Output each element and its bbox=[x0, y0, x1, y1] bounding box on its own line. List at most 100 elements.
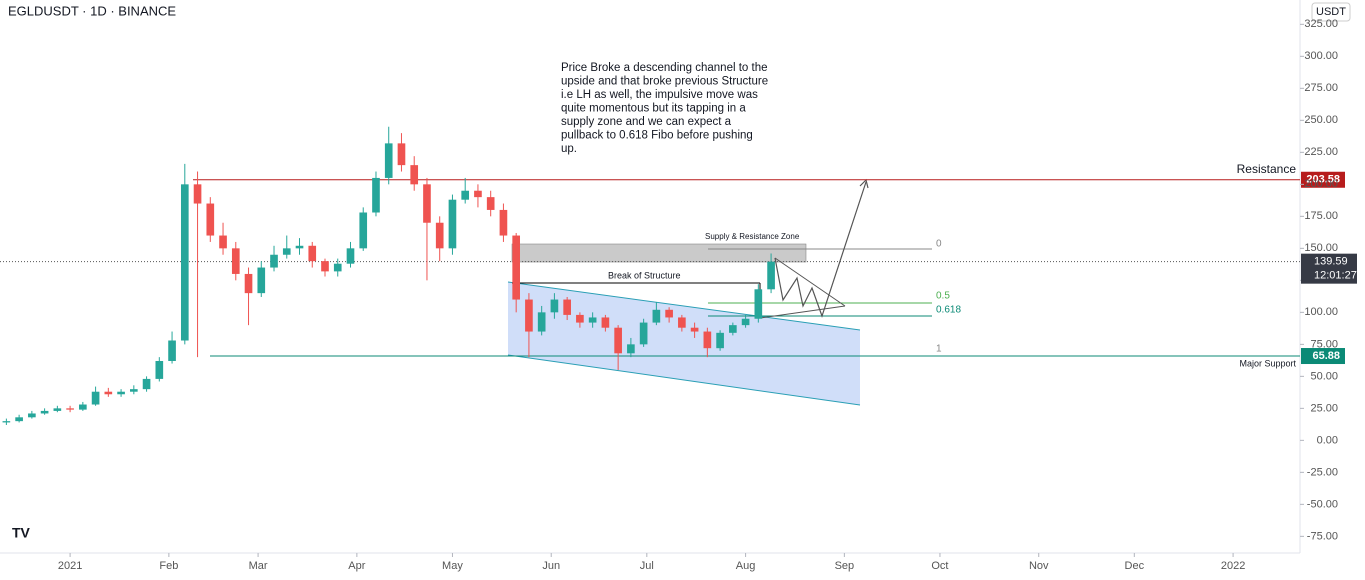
candle-body bbox=[716, 332, 724, 349]
x-tick-label: Aug bbox=[736, 560, 756, 572]
candle-body bbox=[244, 273, 253, 294]
annotation: quite momentous but its tapping in a bbox=[561, 103, 746, 115]
y-tick-label: 225.00 bbox=[1304, 146, 1338, 158]
candle-body bbox=[537, 312, 546, 332]
x-tick-label: May bbox=[442, 560, 463, 572]
projection bbox=[774, 181, 867, 318]
y-tick-label: 100.00 bbox=[1304, 306, 1338, 318]
candle-body bbox=[627, 344, 635, 354]
x-tick-label: Feb bbox=[159, 560, 178, 572]
candle-body bbox=[512, 235, 520, 300]
x-tick-label: Mar bbox=[249, 560, 268, 572]
candle-body bbox=[333, 263, 342, 272]
y-tick-label: 50.00 bbox=[1310, 370, 1338, 382]
candle-body bbox=[104, 391, 113, 395]
candle-body bbox=[754, 289, 763, 319]
candle-body bbox=[448, 199, 457, 249]
candle-body bbox=[423, 184, 431, 223]
candle-body bbox=[168, 340, 176, 361]
candle-body bbox=[767, 261, 775, 290]
candle-body bbox=[703, 331, 712, 349]
candle-body bbox=[130, 389, 138, 392]
currency: USDT bbox=[1316, 6, 1346, 18]
price-tag bbox=[1301, 171, 1345, 188]
candle-body bbox=[435, 222, 444, 249]
candle-body bbox=[665, 309, 673, 318]
candle-body bbox=[741, 318, 750, 326]
channel bbox=[508, 282, 860, 405]
y-tick-label: 25.00 bbox=[1310, 402, 1338, 414]
bos-label: Break of Structure bbox=[608, 270, 681, 280]
candle-body bbox=[652, 309, 661, 323]
y-tick-label: 150.00 bbox=[1304, 242, 1338, 254]
candle-body bbox=[461, 190, 470, 200]
candle-body bbox=[576, 314, 584, 323]
symbol-title: EGLDUSDT · 1D · BINANCE bbox=[8, 3, 176, 18]
candle-body bbox=[180, 184, 189, 341]
x-tick-label: Sep bbox=[835, 560, 855, 572]
price-tag bbox=[1301, 253, 1357, 284]
annotation: upside and that broke previous Structure bbox=[561, 76, 768, 88]
x-tick-label: Oct bbox=[931, 560, 948, 572]
fib-label: 0 bbox=[936, 239, 942, 250]
candle-body bbox=[91, 391, 100, 405]
annotation: supply zone and we can expect a bbox=[561, 116, 732, 128]
y-tick-label: 325.00 bbox=[1304, 18, 1338, 30]
fib-label: 0.5 bbox=[936, 291, 950, 302]
candle-body bbox=[117, 391, 125, 395]
candle-body bbox=[563, 299, 571, 315]
candle-body bbox=[2, 421, 11, 423]
plot: 203.58 Resistance 65.88 Major Support bbox=[0, 126, 1345, 425]
level-name: Major Support bbox=[1239, 358, 1296, 368]
candle-body bbox=[384, 143, 393, 178]
supply-zone bbox=[511, 243, 807, 263]
supply-label: Supply & Resistance Zone bbox=[705, 232, 800, 241]
level-name: Resistance bbox=[1237, 162, 1297, 176]
candle-body bbox=[28, 413, 36, 418]
candle-body bbox=[588, 317, 597, 323]
y-tick-label: -75.00 bbox=[1307, 530, 1338, 542]
candle-body bbox=[193, 184, 202, 204]
candle-body bbox=[614, 327, 622, 354]
annotation: i.e LH as well, the impulsive move was bbox=[561, 89, 758, 101]
candle-body bbox=[282, 248, 291, 255]
y-tick-label: 175.00 bbox=[1304, 210, 1338, 222]
candle-body bbox=[308, 245, 317, 262]
annotation: up. bbox=[561, 143, 577, 155]
x-tick-label: Nov bbox=[1029, 560, 1049, 572]
y-tick-label: -25.00 bbox=[1307, 466, 1338, 478]
y-tick-label: 300.00 bbox=[1304, 50, 1338, 62]
candle-body bbox=[639, 322, 648, 345]
y-tick-label: 250.00 bbox=[1304, 114, 1338, 126]
candle-body bbox=[219, 235, 227, 249]
candle-body bbox=[53, 408, 62, 411]
candle-body bbox=[474, 190, 482, 198]
x-tick-label: 2021 bbox=[58, 560, 82, 572]
candle-body bbox=[359, 212, 368, 249]
candle-body bbox=[79, 404, 87, 410]
candle-body bbox=[270, 254, 278, 268]
y-tick-label: 200.00 bbox=[1304, 178, 1338, 190]
price-tag-label: 65.88 bbox=[1312, 350, 1340, 362]
x-tick-label: Jun bbox=[542, 560, 560, 572]
candle-body bbox=[15, 417, 23, 422]
y-tick-label: -50.00 bbox=[1307, 498, 1338, 510]
y-tick-label: 75.00 bbox=[1310, 338, 1338, 350]
x-tick-label: 2022 bbox=[1221, 560, 1245, 572]
candle-body bbox=[231, 248, 240, 274]
candle-body bbox=[550, 299, 559, 313]
candle-body bbox=[678, 317, 686, 328]
wedge-line bbox=[759, 305, 846, 319]
price-tag-label: 203.58 bbox=[1306, 174, 1340, 186]
currency-box bbox=[1311, 2, 1351, 22]
candle-body bbox=[206, 203, 215, 236]
channel-top bbox=[507, 281, 861, 331]
channel-bottom bbox=[507, 354, 861, 406]
logo: TV bbox=[12, 525, 31, 541]
y-tick-label: 275.00 bbox=[1304, 82, 1338, 94]
x-tick-label: Apr bbox=[348, 560, 365, 572]
countdown: 12:01:27 bbox=[1314, 270, 1357, 282]
price-tag bbox=[1301, 348, 1345, 365]
